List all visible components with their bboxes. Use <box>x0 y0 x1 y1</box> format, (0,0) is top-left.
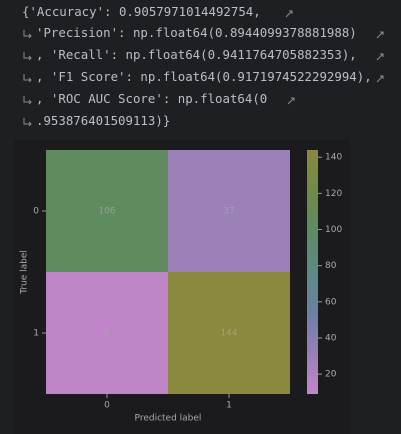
cell-label: 106 <box>98 207 115 217</box>
colorbar <box>307 150 318 394</box>
wrap-icon <box>376 75 384 83</box>
cell-label: 9 <box>104 329 110 339</box>
y-tick-label: 0 <box>33 207 39 217</box>
output-line: , 'ROC AUC Score': np.float64(0 <box>36 91 268 106</box>
continue-icon <box>23 52 32 61</box>
wrap-icon <box>287 97 295 105</box>
output-line: 'Precision': np.float64(0.89440993788819… <box>36 25 357 40</box>
output-line: , 'Recall': np.float64(0.941176470588235… <box>36 47 357 62</box>
colorbar-tick-label: 80 <box>325 261 337 271</box>
heatmap-cell <box>168 150 290 272</box>
x-axis-label: Predicted label <box>135 414 202 424</box>
continue-icon <box>23 96 32 105</box>
wrap-icon <box>285 10 293 18</box>
heatmap-cell <box>46 272 168 394</box>
continue-icon <box>23 118 32 127</box>
output-line: {'Accuracy': 0.9057971014492754, <box>22 4 269 19</box>
output-line: .953876401509113)} <box>36 113 171 128</box>
heatmap-cell <box>168 272 290 394</box>
heatmap-cell <box>46 150 168 272</box>
cell-label: 144 <box>220 329 237 339</box>
x-tick-label: 1 <box>226 401 232 411</box>
output-line: , 'F1 Score': np.float64(0.9171974522292… <box>36 69 372 84</box>
colorbar-tick-label: 40 <box>325 333 337 343</box>
y-tick-label: 1 <box>33 329 39 339</box>
colorbar-tick-label: 140 <box>325 153 342 163</box>
wrap-icon <box>376 31 384 39</box>
continue-icon <box>23 30 32 39</box>
colorbar-tick-label: 20 <box>325 370 337 380</box>
colorbar-tick-label: 100 <box>325 225 342 235</box>
cell-label: 37 <box>223 207 234 217</box>
x-tick-label: 0 <box>104 401 110 411</box>
colorbar-tick-label: 60 <box>325 297 337 307</box>
wrap-icon <box>376 53 384 61</box>
colorbar-tick-label: 120 <box>325 189 342 199</box>
y-axis-label: True label <box>20 250 30 295</box>
continue-icon <box>23 74 32 83</box>
